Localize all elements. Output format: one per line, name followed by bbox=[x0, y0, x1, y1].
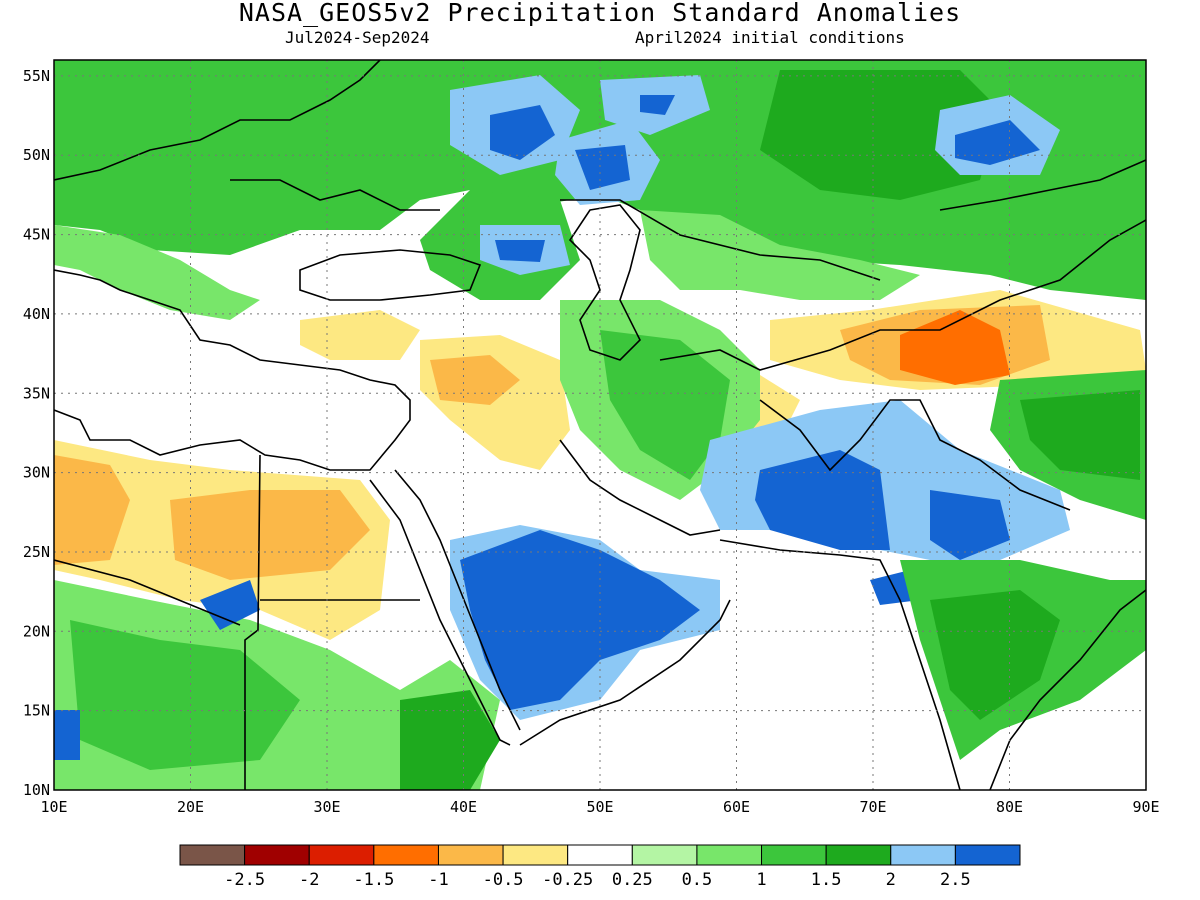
y-tick-label: 40N bbox=[23, 305, 50, 323]
colorbar-swatch bbox=[437, 844, 504, 866]
y-tick-label: 15N bbox=[23, 702, 50, 720]
coastlines-and-borders bbox=[54, 60, 1146, 790]
region-syria-drier bbox=[430, 355, 520, 405]
colorbar-label: -1.5 bbox=[353, 870, 394, 890]
x-tick-label: 70E bbox=[859, 798, 886, 816]
colorbar-swatch bbox=[373, 844, 439, 866]
x-tick-label: 30E bbox=[313, 798, 340, 816]
region-upper-core bbox=[640, 95, 675, 115]
coastline-gulf bbox=[559, 439, 721, 536]
region-europe-wet bbox=[54, 60, 470, 255]
region-iran-wetter bbox=[600, 330, 730, 480]
coastline-black-sea bbox=[299, 249, 482, 301]
colorbar-label: -0.5 bbox=[483, 870, 524, 890]
colorbar-swatch bbox=[696, 844, 763, 866]
colorbar-swatch bbox=[244, 844, 310, 866]
colorbar-legend: -2.5 -2 -1.5 -1 -0.5 -0.25 0.25 0.5 1 1.5 2 2.5 bbox=[179, 844, 1021, 890]
region-mongolia-core bbox=[955, 120, 1040, 165]
region-sahara-drier bbox=[54, 455, 130, 565]
map-frame bbox=[53, 59, 1147, 791]
region-pakistan-very-wet bbox=[755, 450, 890, 550]
colorbar-swatch bbox=[761, 844, 827, 866]
border-chad bbox=[54, 559, 241, 626]
region-kazakh-wet bbox=[760, 70, 1000, 200]
border-egypt-libya bbox=[244, 454, 261, 790]
border-pakistan bbox=[759, 399, 1071, 511]
coastline-arabia-south bbox=[519, 599, 731, 746]
border-europe-russia bbox=[54, 60, 381, 181]
region-balkans-wet bbox=[54, 225, 260, 320]
border-central-asia bbox=[659, 219, 1146, 371]
y-tick-label: 45N bbox=[23, 226, 50, 244]
x-tick-label: 50E bbox=[586, 798, 613, 816]
region-chad-very-wet bbox=[200, 580, 260, 630]
colorbar-swatch bbox=[825, 844, 892, 866]
map-title: NASA_GEOS5v2 Precipitation Standard Anom… bbox=[238, 0, 962, 27]
colorbar-label: 2.5 bbox=[940, 870, 971, 890]
anomaly-fill bbox=[54, 60, 1146, 790]
colorbar-swatch bbox=[567, 844, 633, 866]
region-india-south-wetter bbox=[930, 590, 1060, 720]
region-ethiopia-wetter bbox=[400, 690, 500, 790]
coastline-red-sea-east bbox=[394, 469, 521, 731]
colorbar-label: 1.5 bbox=[811, 870, 842, 890]
coastline-caspian bbox=[568, 204, 641, 361]
border-mongolia bbox=[939, 159, 1146, 211]
region-volga-core bbox=[490, 105, 555, 160]
region-caspian-north-core bbox=[495, 240, 545, 262]
colorbar-swatch bbox=[308, 844, 375, 866]
region-central-asia-wet bbox=[640, 210, 920, 300]
initial-conditions: April2024 initial conditions bbox=[635, 28, 905, 47]
y-tick-label: 30N bbox=[23, 464, 50, 482]
coastline-india bbox=[719, 539, 961, 790]
region-arabia-south-very-wet bbox=[460, 530, 700, 710]
region-libya-drier bbox=[170, 490, 370, 580]
colorbar-label: -2 bbox=[299, 870, 319, 890]
coastline-mediterranean bbox=[54, 269, 411, 471]
colorbar-label: -0.25 bbox=[542, 870, 593, 890]
y-tick-label: 55N bbox=[23, 67, 50, 85]
longitude-axis: 10E 20E 30E 40E 50E 60E 70E 80E 90E bbox=[40, 798, 1159, 816]
colorbar-swatch bbox=[502, 844, 569, 866]
border-kazakh bbox=[560, 199, 881, 281]
colorbar-swatch bbox=[631, 844, 698, 866]
grid-lines bbox=[54, 60, 1146, 790]
coastline-red-sea bbox=[369, 479, 511, 746]
region-tibet-wetter bbox=[1020, 390, 1140, 480]
y-tick-label: 20N bbox=[23, 622, 50, 640]
x-tick-label: 20E bbox=[177, 798, 204, 816]
coastline-india-east bbox=[989, 589, 1146, 790]
colorbar-label: -2.5 bbox=[224, 870, 265, 890]
region-turkey-dry bbox=[300, 310, 420, 360]
colorbar-swatch bbox=[179, 844, 246, 866]
colorbar-label: 1 bbox=[756, 870, 766, 890]
x-tick-label: 40E bbox=[450, 798, 477, 816]
colorbar-swatch bbox=[954, 844, 1021, 866]
border-ukraine bbox=[230, 179, 440, 211]
colorbar-label: -1 bbox=[428, 870, 448, 890]
y-tick-label: 35N bbox=[23, 384, 50, 402]
colorbar-swatch bbox=[890, 844, 956, 866]
colorbar-label: 0.25 bbox=[612, 870, 653, 890]
region-sahel-wetter bbox=[70, 620, 300, 770]
x-tick-label: 80E bbox=[996, 798, 1023, 816]
colorbar-label: 0.5 bbox=[682, 870, 713, 890]
x-tick-label: 90E bbox=[1132, 798, 1159, 816]
y-tick-label: 50N bbox=[23, 146, 50, 164]
region-ural-core bbox=[575, 145, 630, 190]
x-tick-label: 10E bbox=[40, 798, 67, 816]
forecast-period: Jul2024-Sep2024 bbox=[285, 28, 430, 47]
latitude-axis: 10N 15N 20N 25N 30N 35N 40N 45N 50N 55N bbox=[23, 67, 50, 799]
colorbar-label: 2 bbox=[886, 870, 896, 890]
region-india-core bbox=[930, 490, 1010, 560]
y-tick-label: 10N bbox=[23, 781, 50, 799]
region-tajik-driest bbox=[900, 310, 1010, 385]
y-tick-label: 25N bbox=[23, 543, 50, 561]
x-tick-label: 60E bbox=[723, 798, 750, 816]
region-westafrica-very-wet bbox=[54, 710, 80, 760]
